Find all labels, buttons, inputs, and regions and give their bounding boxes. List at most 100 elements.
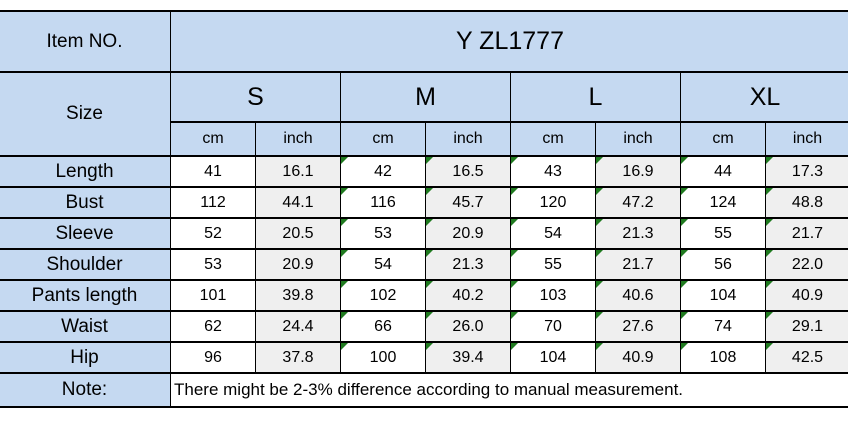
- unit-m-inch: inch: [426, 122, 511, 156]
- cell-value: 42.5: [766, 342, 848, 373]
- error-flag-icon: [596, 281, 603, 288]
- cell-text: 53: [374, 225, 392, 242]
- error-flag-icon: [596, 312, 603, 319]
- cell-value: 21.3: [596, 218, 681, 249]
- row-label: Shoulder: [0, 249, 171, 280]
- cell-text: 29.1: [792, 318, 823, 335]
- cell-value: 40.9: [596, 342, 681, 373]
- error-flag-icon: [426, 281, 433, 288]
- table-row-shoulder: Shoulder 53 20.9 54 21.3 55 21.7 56 22.0: [0, 249, 848, 280]
- cell-value: 21.7: [766, 218, 848, 249]
- cell-text: 16.5: [452, 163, 483, 180]
- error-flag-icon: [426, 312, 433, 319]
- cell-text: 40.2: [452, 287, 483, 304]
- error-flag-icon: [426, 157, 433, 164]
- error-flag-icon: [681, 219, 688, 226]
- cell-value: 37.8: [256, 342, 341, 373]
- row-label: Hip: [0, 342, 171, 373]
- error-flag-icon: [341, 157, 348, 164]
- error-flag-icon: [511, 157, 518, 164]
- cell-text: 47.2: [622, 194, 653, 211]
- cell-value: 53: [341, 218, 426, 249]
- cell-text: 39.4: [452, 349, 483, 366]
- error-flag-icon: [596, 188, 603, 195]
- cell-value: 102: [341, 280, 426, 311]
- unit-l-inch: inch: [596, 122, 681, 156]
- cell-value: 116: [341, 187, 426, 218]
- cell-text: 17.3: [792, 163, 823, 180]
- error-flag-icon: [681, 188, 688, 195]
- row-label: Bust: [0, 187, 171, 218]
- cell-value: 54: [341, 249, 426, 280]
- cell-value: 45.7: [426, 187, 511, 218]
- item-no-value: Y ZL1777: [171, 11, 848, 72]
- cell-text: 43: [544, 163, 562, 180]
- cell-text: 40.6: [622, 287, 653, 304]
- cell-value: 40.9: [766, 280, 848, 311]
- cell-text: 103: [540, 287, 567, 304]
- size-col-xl: XL: [681, 72, 848, 122]
- cell-text: 116: [370, 194, 396, 211]
- error-flag-icon: [596, 219, 603, 226]
- cell-text: 21.7: [622, 256, 653, 273]
- error-flag-icon: [681, 157, 688, 164]
- note-label: Note:: [0, 373, 171, 407]
- error-flag-icon: [766, 312, 773, 319]
- unit-s-inch: inch: [256, 122, 341, 156]
- cell-value: 42: [341, 156, 426, 187]
- cell-value: 43: [511, 156, 596, 187]
- cell-value: 112: [171, 187, 256, 218]
- table-row-hip: Hip 96 37.8 100 39.4 104 40.9 108 42.5: [0, 342, 848, 373]
- size-col-s: S: [171, 72, 341, 122]
- error-flag-icon: [766, 188, 773, 195]
- note-row: Note: There might be 2-3% difference acc…: [0, 373, 848, 407]
- error-flag-icon: [766, 219, 773, 226]
- error-flag-icon: [681, 312, 688, 319]
- cell-value: 101: [171, 280, 256, 311]
- cell-value: 120: [511, 187, 596, 218]
- cell-value: 53: [171, 249, 256, 280]
- table-row-bust: Bust 112 44.1 116 45.7 120 47.2 124 48.8: [0, 187, 848, 218]
- cell-text: 100: [370, 349, 397, 366]
- cell-value: 104: [681, 280, 766, 311]
- cell-value: 22.0: [766, 249, 848, 280]
- cell-value: 74: [681, 311, 766, 342]
- cell-text: 22.0: [792, 256, 823, 273]
- cell-value: 24.4: [256, 311, 341, 342]
- cell-value: 40.6: [596, 280, 681, 311]
- error-flag-icon: [511, 188, 518, 195]
- error-flag-icon: [341, 250, 348, 257]
- error-flag-icon: [341, 312, 348, 319]
- cell-value: 52: [171, 218, 256, 249]
- table-row-sleeve: Sleeve 52 20.5 53 20.9 54 21.3 55 21.7: [0, 218, 848, 249]
- cell-value: 103: [511, 280, 596, 311]
- cell-value: 48.8: [766, 187, 848, 218]
- cell-text: 44: [714, 163, 732, 180]
- table-row-waist: Waist 62 24.4 66 26.0 70 27.6 74 29.1: [0, 311, 848, 342]
- size-header-row: Size S M L XL: [0, 72, 848, 122]
- row-label: Pants length: [0, 280, 171, 311]
- cell-value: 62: [171, 311, 256, 342]
- cell-text: 70: [544, 318, 562, 335]
- cell-value: 104: [511, 342, 596, 373]
- cell-text: 40.9: [792, 287, 823, 304]
- error-flag-icon: [426, 188, 433, 195]
- cell-value: 56: [681, 249, 766, 280]
- cell-text: 124: [710, 194, 737, 211]
- size-col-m: M: [341, 72, 511, 122]
- error-flag-icon: [426, 250, 433, 257]
- error-flag-icon: [511, 343, 518, 350]
- cell-value: 70: [511, 311, 596, 342]
- error-flag-icon: [511, 281, 518, 288]
- cell-text: 66: [374, 318, 392, 335]
- cell-text: 21.3: [452, 256, 483, 273]
- cell-text: 55: [544, 256, 562, 273]
- cell-value: 55: [681, 218, 766, 249]
- size-chart-table: Item NO. Y ZL1777 Size S M L XL cm inch …: [0, 10, 848, 408]
- error-flag-icon: [426, 219, 433, 226]
- cell-value: 20.5: [256, 218, 341, 249]
- cell-value: 44.1: [256, 187, 341, 218]
- cell-value: 21.7: [596, 249, 681, 280]
- error-flag-icon: [341, 281, 348, 288]
- cell-text: 120: [540, 194, 567, 211]
